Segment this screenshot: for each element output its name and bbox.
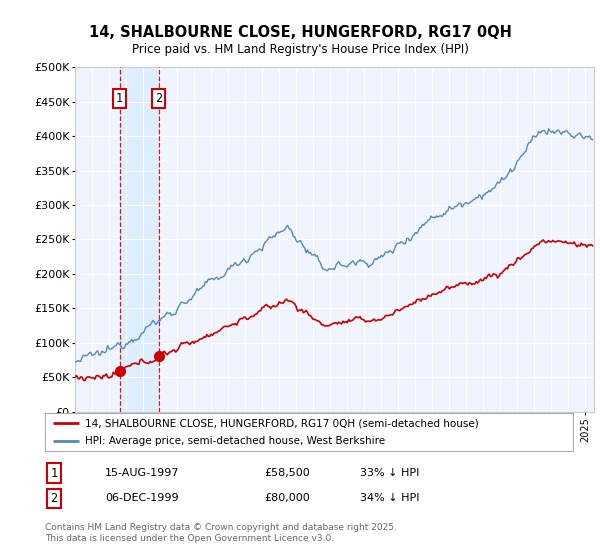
- Text: £80,000: £80,000: [264, 493, 310, 503]
- Text: £58,500: £58,500: [264, 468, 310, 478]
- Text: 1: 1: [50, 466, 58, 480]
- Text: 33% ↓ HPI: 33% ↓ HPI: [360, 468, 419, 478]
- Text: 34% ↓ HPI: 34% ↓ HPI: [360, 493, 419, 503]
- Text: HPI: Average price, semi-detached house, West Berkshire: HPI: Average price, semi-detached house,…: [85, 436, 385, 446]
- Text: 14, SHALBOURNE CLOSE, HUNGERFORD, RG17 0QH (semi-detached house): 14, SHALBOURNE CLOSE, HUNGERFORD, RG17 0…: [85, 418, 478, 428]
- Text: 15-AUG-1997: 15-AUG-1997: [105, 468, 179, 478]
- Text: 2: 2: [50, 492, 58, 505]
- Text: 2: 2: [155, 92, 162, 105]
- Text: 06-DEC-1999: 06-DEC-1999: [105, 493, 179, 503]
- Text: 14, SHALBOURNE CLOSE, HUNGERFORD, RG17 0QH: 14, SHALBOURNE CLOSE, HUNGERFORD, RG17 0…: [89, 25, 511, 40]
- Bar: [119, 67, 159, 412]
- Text: Contains HM Land Registry data © Crown copyright and database right 2025.
This d: Contains HM Land Registry data © Crown c…: [45, 524, 397, 543]
- Text: Price paid vs. HM Land Registry's House Price Index (HPI): Price paid vs. HM Land Registry's House …: [131, 43, 469, 56]
- Text: 1: 1: [116, 92, 123, 105]
